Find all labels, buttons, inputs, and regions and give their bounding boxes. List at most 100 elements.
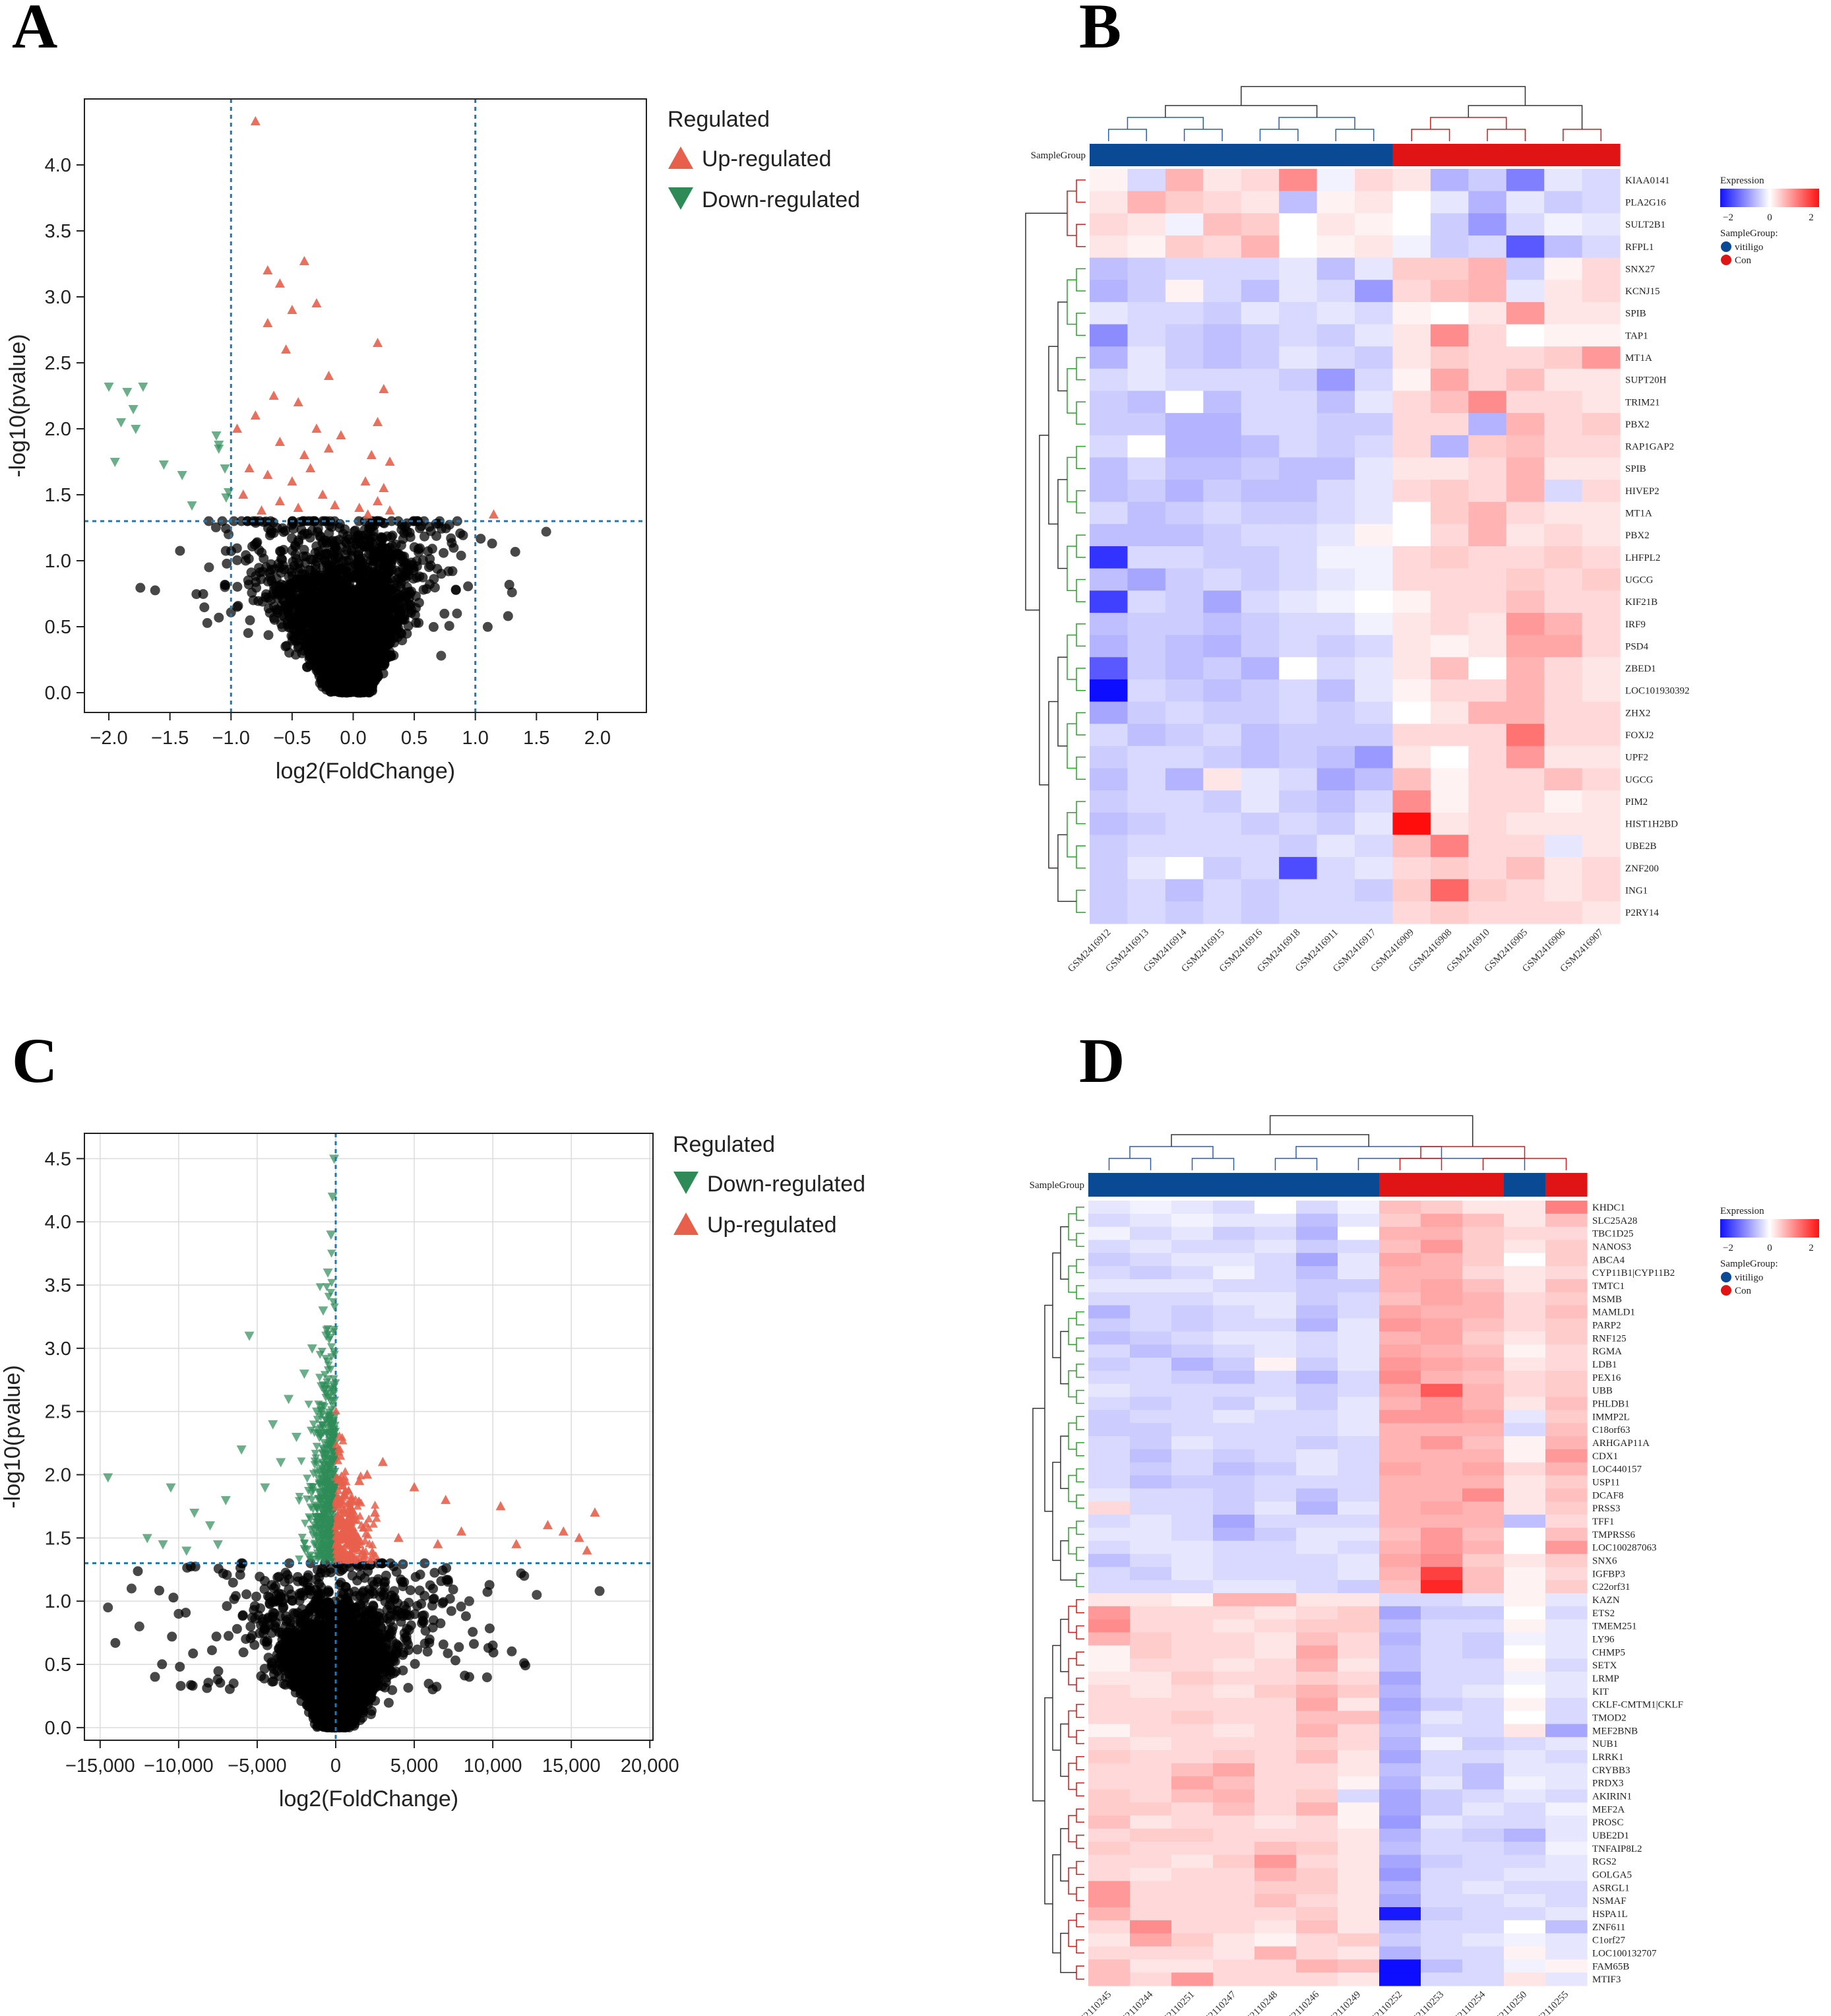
heatmap-cell — [1355, 524, 1394, 547]
heatmap-cell — [1317, 790, 1355, 813]
heatmap-cell — [1165, 745, 1204, 769]
heatmap-cell — [1279, 413, 1318, 436]
heatmap-cell — [1165, 857, 1204, 880]
heatmap-cell — [1127, 568, 1166, 591]
up-regulated-point — [366, 450, 377, 459]
ns-point — [404, 528, 415, 538]
heatmap-cell — [1506, 546, 1545, 569]
heatmap-cell — [1392, 745, 1431, 769]
ns-point — [414, 571, 425, 582]
heatmap-cell — [1468, 745, 1507, 769]
ns-point — [232, 543, 242, 553]
heatmap-cell — [1127, 612, 1166, 636]
x-tick-label: −0.5 — [273, 728, 311, 749]
up-regulated-point — [232, 424, 243, 433]
heatmap-cell — [1317, 679, 1355, 703]
ns-point — [412, 561, 422, 571]
heatmap-cell — [1203, 324, 1242, 347]
ns-point — [333, 663, 344, 673]
heatmap-cell — [1392, 524, 1431, 547]
heatmap-cell — [1279, 524, 1318, 547]
ns-point — [297, 610, 307, 620]
heatmap-cell — [1506, 191, 1545, 214]
ns-point — [150, 585, 160, 596]
ns-point — [302, 528, 313, 539]
heatmap-cell — [1241, 191, 1280, 214]
heatmap-cell — [1241, 368, 1280, 392]
ns-point — [487, 538, 497, 549]
heatmap-cell — [1090, 280, 1129, 303]
heatmap-cell — [1355, 724, 1394, 747]
ns-point — [311, 571, 322, 582]
ns-point — [439, 548, 449, 558]
heatmap-cell — [1468, 501, 1507, 524]
heatmap-cell — [1317, 191, 1355, 214]
heatmap-cell — [1241, 235, 1280, 259]
ns-point — [425, 579, 435, 590]
ns-point — [406, 586, 417, 597]
ns-point — [384, 565, 394, 576]
ns-point — [291, 553, 301, 564]
heatmap-cell — [1392, 768, 1431, 791]
up-regulated-point — [287, 305, 297, 314]
heatmap-cell — [1317, 701, 1355, 724]
heatmap-cell — [1506, 213, 1545, 236]
heatmap-cell — [1090, 413, 1129, 436]
ns-point — [251, 518, 261, 528]
heatmap-cell — [1279, 857, 1318, 880]
heatmap-cell — [1279, 657, 1318, 680]
down-regulated-point — [138, 383, 148, 392]
ns-point — [356, 571, 366, 581]
ns-point — [272, 588, 283, 599]
heatmap-cell — [1544, 590, 1583, 614]
legend-title: Regulated — [667, 107, 770, 132]
ns-point — [220, 582, 230, 592]
heatmap-cell — [1355, 191, 1394, 214]
heatmap-cell — [1430, 812, 1469, 836]
heatmap-cell — [1355, 657, 1394, 680]
ns-point — [378, 668, 388, 679]
ns-point — [295, 577, 305, 588]
ns-point — [364, 540, 375, 551]
ns-point — [414, 547, 424, 557]
ns-point — [241, 555, 251, 566]
ns-point — [341, 653, 351, 664]
heatmap-cell — [1392, 413, 1431, 436]
y-tick-label: 2.5 — [45, 353, 71, 374]
heatmap-cell — [1430, 679, 1469, 703]
heatmap-cell — [1317, 724, 1355, 747]
heatmap-cell — [1430, 657, 1469, 680]
ns-point — [396, 579, 406, 588]
ns-point — [463, 581, 474, 592]
heatmap-cell — [1279, 546, 1318, 569]
ns-point — [204, 516, 214, 526]
ns-point — [452, 608, 462, 619]
legend-entry: Up-regulated — [702, 146, 832, 172]
heatmap-cell — [1241, 635, 1280, 658]
down-regulated-point — [104, 383, 114, 392]
heatmap-cell — [1468, 524, 1507, 547]
sample-group-cell — [1090, 144, 1129, 166]
heatmap-cell — [1392, 480, 1431, 503]
heatmap-cell — [1355, 457, 1394, 480]
legend-down-icon — [668, 187, 693, 210]
sample-group-label: SampleGroup — [1031, 150, 1086, 161]
ns-point — [320, 573, 330, 583]
heatmap-cell — [1165, 391, 1204, 414]
up-regulated-point — [373, 417, 383, 426]
heatmap-cell — [1241, 324, 1280, 347]
heatmap-cell — [1279, 301, 1318, 325]
heatmap-cell — [1165, 524, 1204, 547]
heatmap-cell — [1279, 280, 1318, 303]
heatmap-cell — [1544, 435, 1583, 458]
heatmap-cell — [1203, 413, 1242, 436]
ns-point — [316, 628, 326, 639]
heatmap-cell — [1468, 346, 1507, 369]
heatmap-cell — [1203, 635, 1242, 658]
ns-point — [378, 518, 388, 528]
heatmap-cell — [1127, 413, 1166, 436]
down-regulated-point — [109, 458, 120, 467]
ns-point — [275, 546, 285, 556]
heatmap-cell — [1392, 679, 1431, 703]
heatmap-cell — [1355, 391, 1394, 414]
